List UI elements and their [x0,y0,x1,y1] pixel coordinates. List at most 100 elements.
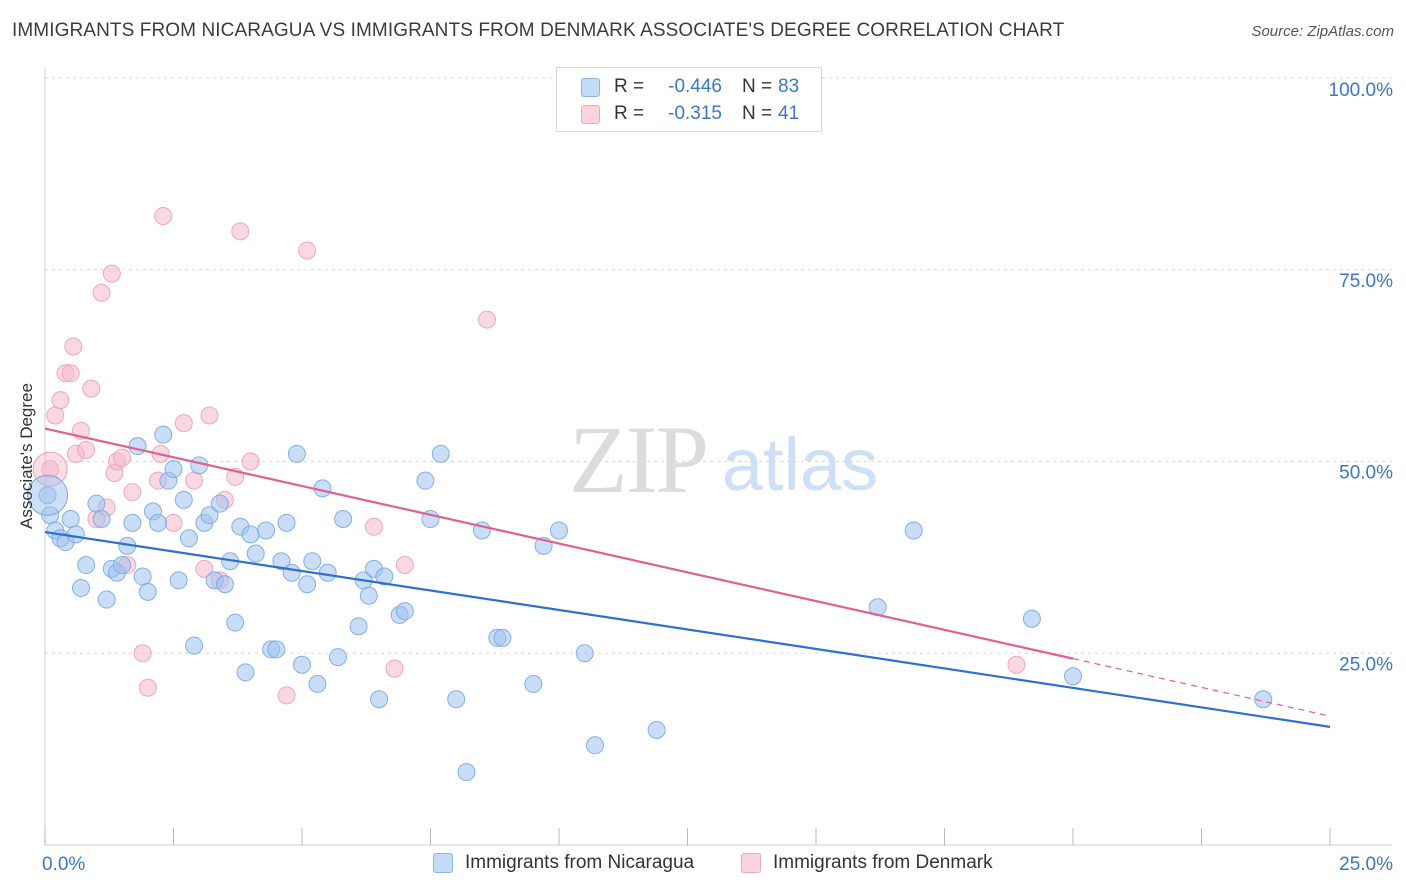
data-point [61,510,80,529]
data-point [231,222,250,241]
legend-item-denmark[interactable]: Immigrants from Denmark [741,852,993,874]
data-point [287,444,306,463]
data-point [1007,655,1026,674]
data-point [102,264,121,283]
grid-lines [45,77,1392,654]
legend-row-denmark: R = -0.315 N = 41 [581,101,799,127]
data-point [154,207,173,226]
source-label: Source: ZipAtlas.com [1251,23,1394,40]
data-point [46,406,65,425]
data-point [185,636,204,655]
data-point [364,517,383,536]
data-point [97,590,116,609]
data-point [303,552,322,571]
x-tick-label: 0.0% [42,854,85,875]
data-point [179,529,198,548]
data-point [77,440,96,459]
legend-swatch-nicaragua [581,77,600,97]
data-point [277,686,296,705]
trend-line-denmark [44,427,1074,660]
legend-swatch-nicaragua [433,853,453,873]
x-tick-label: 25.0% [1339,854,1393,875]
data-point [133,567,152,586]
data-point [164,513,183,532]
data-point [236,663,255,682]
legend-r-value: -0.446 [668,76,722,97]
data-point [164,460,183,479]
data-point [87,494,106,513]
data-point [66,525,85,544]
data-point [241,525,260,544]
legend-n-label: N = [742,103,773,124]
legend-item-nicaragua[interactable]: Immigrants from Nicaragua [433,852,694,874]
data-point [169,571,188,590]
series-nicaragua-points [27,425,1273,782]
data-point [92,283,111,302]
data-point [1254,690,1273,709]
legend-n-value: 83 [778,76,800,97]
legend-r-value: -0.315 [668,103,722,124]
data-point [185,471,204,490]
data-point [71,579,90,598]
data-point [200,406,219,425]
data-point [210,494,229,513]
data-point [308,674,327,693]
data-point [123,513,142,532]
y-tick-label: 100.0% [1329,80,1394,101]
data-point [416,471,435,490]
data-point [27,474,69,516]
data-point [575,644,594,663]
data-point [647,720,666,739]
data-point [298,575,317,594]
data-point [550,521,568,540]
legend-swatch-denmark [581,104,600,124]
data-point [61,364,80,383]
data-point [51,391,70,410]
data-point [215,575,234,594]
data-point [138,678,157,697]
axes [44,68,1392,846]
legend-n-label: N = [742,76,773,97]
data-point [293,655,311,674]
watermark-zip: ZIP [569,406,707,513]
legend-n-value: 41 [778,103,800,124]
data-point [1064,667,1082,686]
y-tick-label: 75.0% [1339,271,1393,292]
data-point [77,556,96,575]
data-point [257,521,276,540]
legend-r-label: R = [614,103,645,124]
series-legend: Immigrants from Nicaragua Immigrants fro… [0,852,1406,878]
chart-title: IMMIGRANTS FROM NICARAGUA VS IMMIGRANTS … [12,20,1065,41]
tick-labels: 25.0% 50.0% 75.0% 100.0% 0.0% 25.0% [42,80,1393,875]
data-point [113,448,132,467]
data-point [447,690,466,709]
trend-lines [44,427,1331,728]
legend-label-nicaragua: Immigrants from Nicaragua [465,852,695,873]
data-point [349,617,368,636]
data-point [334,510,353,529]
data-point [328,648,347,667]
data-point [431,444,450,463]
y-tick-label: 25.0% [1339,654,1393,675]
data-point [154,425,173,444]
series-denmark-points [32,207,1026,705]
data-point [457,763,476,782]
data-point [123,483,142,502]
data-point [904,521,923,540]
data-point [370,690,389,709]
data-point [272,552,291,571]
data-point [113,556,132,575]
data-point [174,414,193,433]
legend-label-denmark: Immigrants from Denmark [773,852,993,873]
data-point [128,437,147,456]
data-point [359,586,378,605]
y-axis-label: Associate's Degree [17,383,36,529]
legend-swatch-denmark [741,853,761,873]
data-point [133,644,152,663]
data-point [267,640,286,659]
data-point [375,567,394,586]
legend-r-label: R = [614,76,645,97]
legend-row-nicaragua: R = -0.446 N = 83 [581,74,799,100]
data-point [174,490,193,509]
